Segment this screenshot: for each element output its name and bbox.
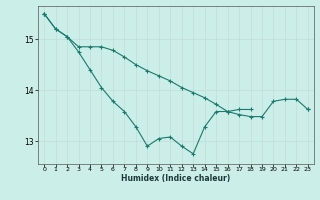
X-axis label: Humidex (Indice chaleur): Humidex (Indice chaleur) — [121, 174, 231, 183]
